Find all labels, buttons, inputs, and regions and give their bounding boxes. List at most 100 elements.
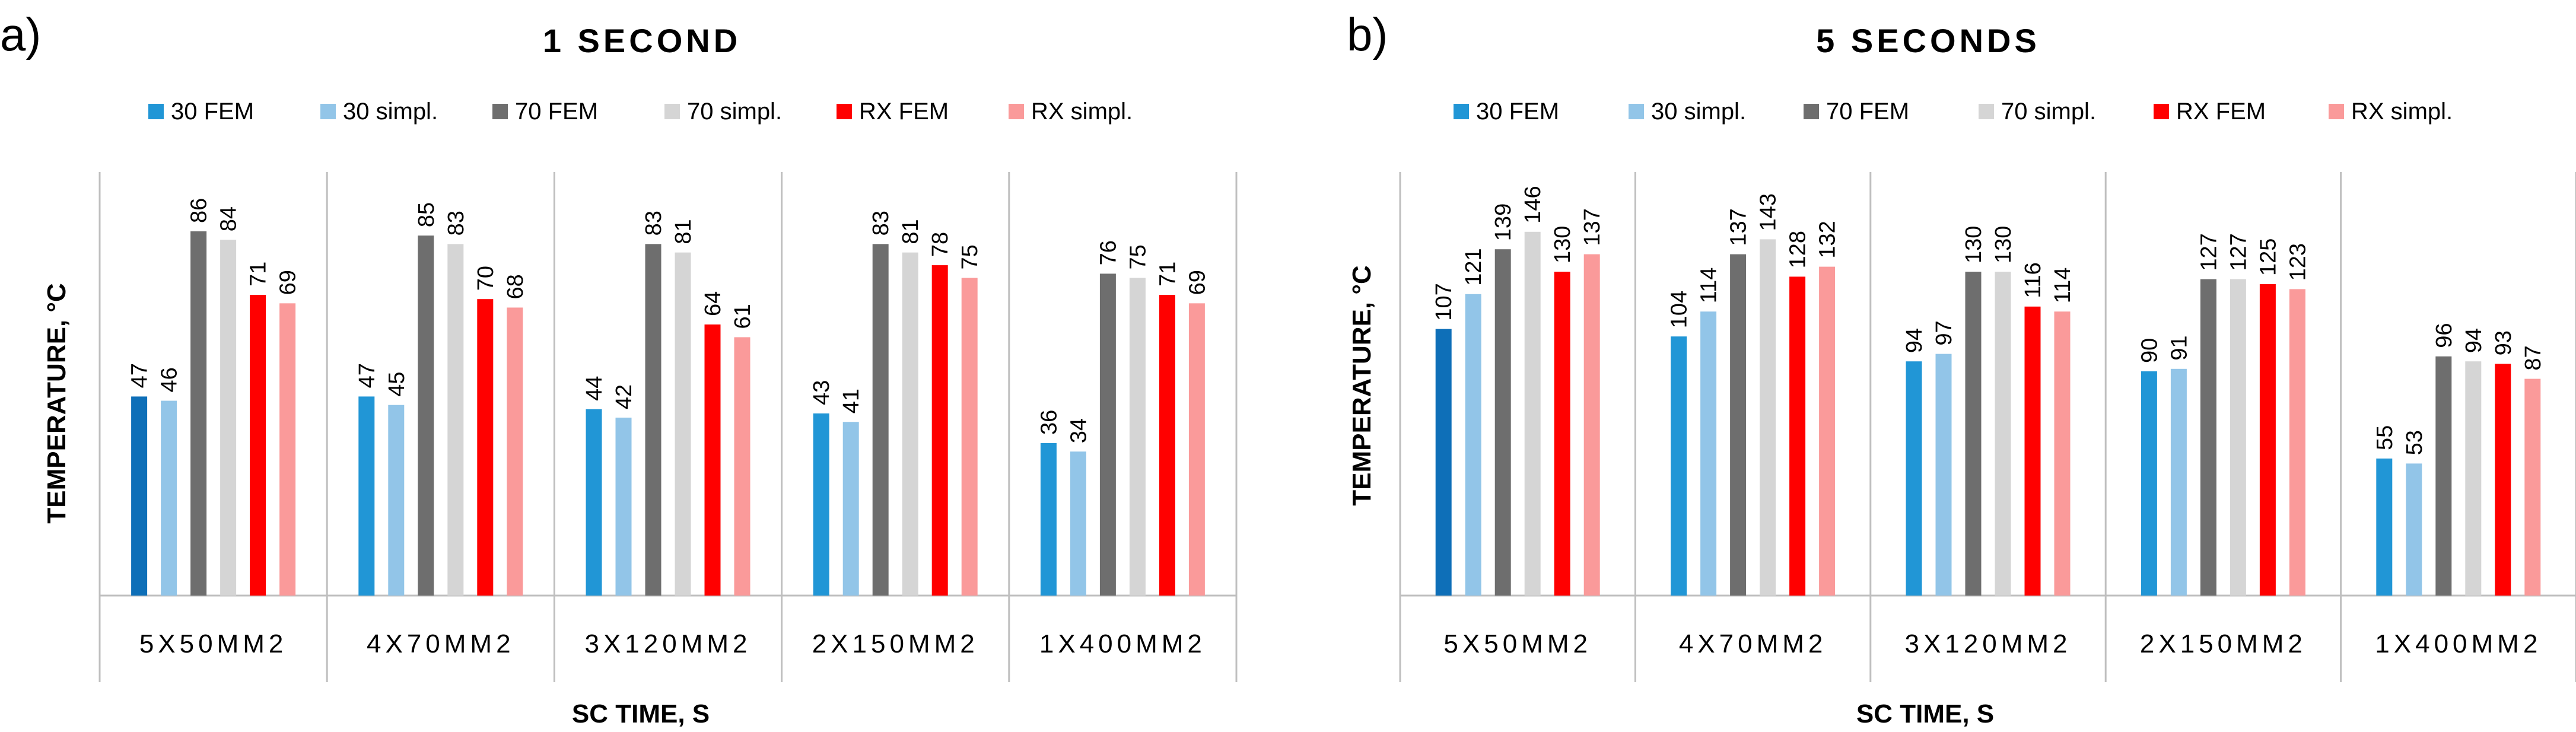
category-tick-label: 1X400MM2: [2375, 629, 2542, 658]
data-label: 137: [1726, 208, 1751, 246]
data-label: 78: [928, 232, 953, 257]
bar: [813, 413, 829, 596]
bar: [1040, 443, 1057, 596]
bar: [2406, 463, 2422, 596]
bar: [842, 422, 859, 596]
data-label: 83: [869, 211, 893, 235]
data-label: 116: [2021, 262, 2046, 298]
bar: [447, 244, 464, 596]
bar: [2200, 279, 2216, 596]
data-label: 114: [2050, 268, 2075, 304]
legend-label: RX simpl.: [1031, 98, 1133, 125]
bar: [1760, 239, 1776, 596]
bar: [1465, 294, 1481, 596]
chart-panel-b: b) 5 SECONDS TEMPERATURE, °C SC TIME, S …: [1347, 8, 2576, 728]
data-label: 87: [2521, 345, 2546, 370]
bar: [190, 231, 207, 596]
legend-swatch: [664, 104, 680, 119]
bar: [931, 265, 948, 596]
data-label: 130: [1991, 226, 2016, 263]
data-label: 36: [1036, 410, 1061, 435]
data-label: 34: [1066, 418, 1091, 443]
data-label: 130: [1550, 226, 1575, 263]
bar: [902, 252, 918, 596]
legend-label: 30 simpl.: [343, 98, 438, 125]
data-label: 128: [1786, 231, 1811, 268]
data-label: 81: [898, 219, 923, 244]
data-label: 86: [187, 198, 212, 223]
data-label: 94: [2461, 328, 2486, 353]
data-label: 123: [2285, 243, 2310, 281]
data-label: 46: [157, 367, 182, 392]
bar: [961, 278, 978, 596]
bar: [279, 303, 296, 596]
bar: [1671, 336, 1687, 596]
data-label: 121: [1461, 248, 1486, 285]
legend-label: 30 FEM: [1476, 98, 1559, 125]
chart-title-b: 5 SECONDS: [1816, 22, 2040, 59]
bar: [131, 396, 148, 596]
bar: [2230, 279, 2246, 596]
bar: [507, 307, 523, 596]
legend-swatch: [492, 104, 508, 119]
data-label: 53: [2402, 430, 2427, 455]
bar: [1159, 295, 1175, 596]
bar: [1188, 303, 1205, 596]
data-label: 43: [809, 380, 834, 405]
data-label: 75: [1125, 244, 1150, 269]
bar: [1730, 254, 1747, 596]
bar: [675, 252, 691, 596]
bar: [1789, 276, 1806, 596]
bar: [586, 409, 602, 596]
bar: [1965, 272, 1982, 596]
data-label: 71: [1155, 262, 1180, 287]
data-label: 75: [958, 244, 982, 269]
bar: [1554, 272, 1570, 596]
data-label: 146: [1521, 186, 1545, 223]
data-label: 68: [503, 274, 528, 299]
bar: [734, 337, 750, 596]
category-tick-label: 4X70MM2: [367, 629, 515, 658]
legend-label: 70 FEM: [515, 98, 598, 125]
bar: [1524, 231, 1541, 596]
bar: [250, 295, 266, 596]
data-label: 143: [1756, 193, 1781, 231]
x-axis-label-a: SC TIME, S: [572, 699, 710, 728]
legend-a: 30 FEM 30 simpl. 70 FEM 70 simpl. RX FEM RX s…: [148, 98, 1133, 125]
data-label: 69: [276, 270, 301, 295]
bar: [358, 396, 375, 596]
data-label: 41: [839, 389, 864, 413]
bar: [1583, 254, 1600, 596]
legend-swatch: [837, 104, 852, 119]
legend-label: RX simpl.: [2351, 98, 2453, 125]
data-label: 44: [582, 376, 607, 401]
legend-label: RX FEM: [2176, 98, 2266, 125]
bar: [477, 299, 494, 596]
data-label: 70: [473, 266, 498, 291]
data-label: 91: [2167, 336, 2192, 361]
data-label: 114: [1697, 268, 1722, 304]
data-label: 81: [671, 219, 696, 244]
category-tick-label: 2X150MM2: [2140, 629, 2307, 658]
data-label: 83: [641, 211, 666, 235]
data-label: 47: [128, 363, 152, 388]
data-label: 45: [384, 371, 409, 396]
legend-swatch: [1629, 104, 1644, 119]
y-axis-label-a: TEMPERATURE, °C: [42, 283, 71, 523]
x-axis-label-b: SC TIME, S: [1856, 699, 1994, 728]
category-tick-label: 1X400MM2: [1039, 629, 1206, 658]
legend-swatch: [2329, 104, 2344, 119]
bar: [161, 400, 177, 596]
legend-label: 70 simpl.: [2001, 98, 2096, 125]
bar: [1906, 361, 1922, 596]
category-tick-label: 2X150MM2: [812, 629, 979, 658]
data-label: 84: [217, 206, 241, 231]
legend-swatch: [320, 104, 336, 119]
bar: [2170, 368, 2187, 596]
bar: [2435, 356, 2452, 596]
data-label: 96: [2432, 323, 2457, 348]
bar: [2054, 311, 2071, 596]
legend-swatch: [148, 104, 164, 119]
data-label: 139: [1491, 203, 1516, 241]
